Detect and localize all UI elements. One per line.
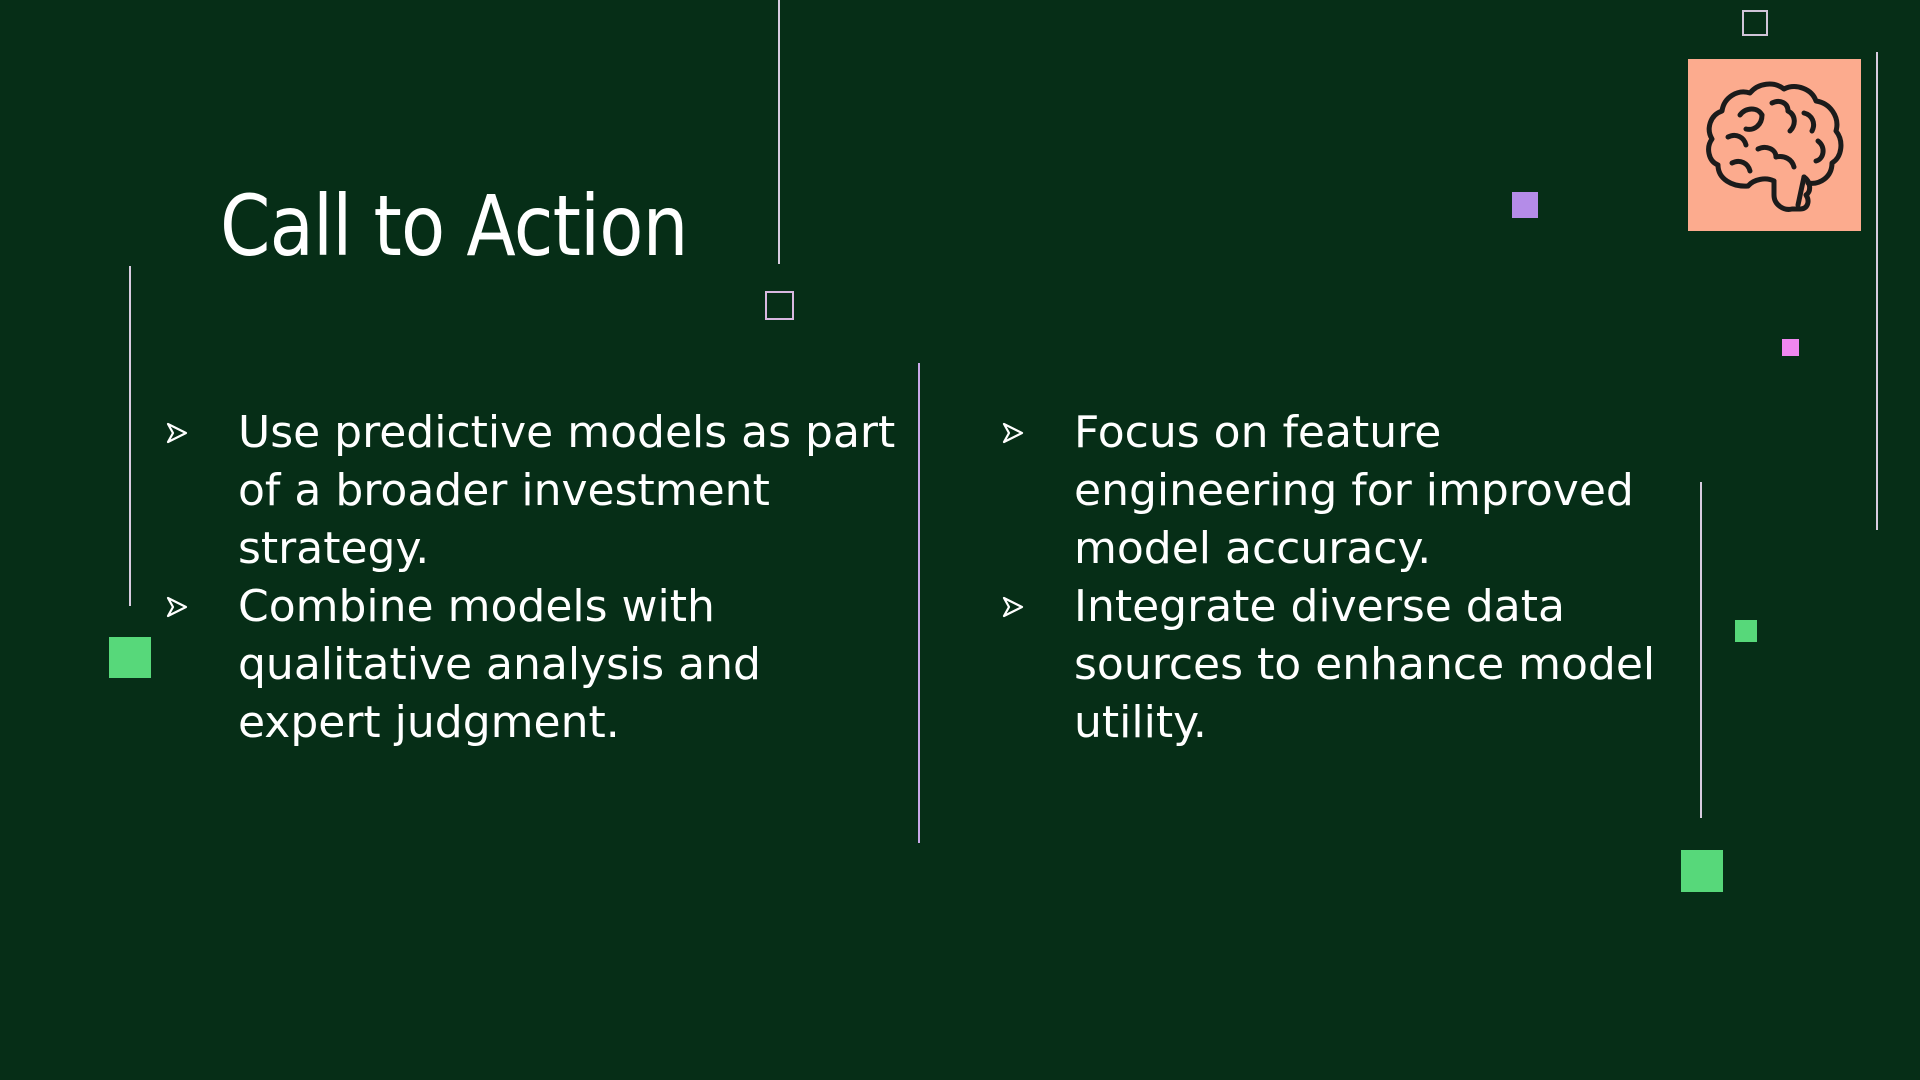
decor-line-left — [129, 266, 131, 606]
arrowhead-bullet-icon — [166, 422, 188, 444]
decor-square-green-left — [109, 637, 151, 678]
bullet-text: Focus on feature engineering for improve… — [1074, 407, 1634, 574]
decor-square-green-right-large — [1681, 850, 1723, 892]
decor-square-purple — [1512, 192, 1538, 218]
arrowhead-bullet-icon — [1002, 422, 1024, 444]
brain-icon — [1706, 81, 1844, 212]
decor-square-green-right-small — [1735, 620, 1757, 642]
arrowhead-bullet-icon — [1002, 596, 1024, 618]
bullet-item: Use predictive models as part of a broad… — [162, 404, 902, 578]
left-bullet-column: Use predictive models as part of a broad… — [162, 404, 902, 752]
slide-title: Call to Action — [220, 177, 688, 275]
decor-square-pink — [1782, 339, 1799, 356]
decor-line-top — [778, 0, 780, 264]
bullet-item: Integrate diverse data sources to enhanc… — [998, 578, 1688, 752]
bullet-text: Combine models with qualitative analysis… — [238, 581, 761, 748]
decor-square-outline-top — [1742, 10, 1768, 36]
bullet-item: Focus on feature engineering for improve… — [998, 404, 1688, 578]
decor-line-right-lower — [1700, 482, 1702, 818]
bullet-text: Integrate diverse data sources to enhanc… — [1074, 581, 1656, 748]
column-divider — [918, 363, 920, 843]
decor-line-right-upper — [1876, 52, 1878, 530]
arrowhead-bullet-icon — [166, 596, 188, 618]
bullet-text: Use predictive models as part of a broad… — [238, 407, 896, 574]
right-bullet-column: Focus on feature engineering for improve… — [998, 404, 1688, 752]
icon-tile — [1688, 59, 1861, 231]
decor-square-outline-title — [765, 291, 794, 320]
bullet-item: Combine models with qualitative analysis… — [162, 578, 902, 752]
